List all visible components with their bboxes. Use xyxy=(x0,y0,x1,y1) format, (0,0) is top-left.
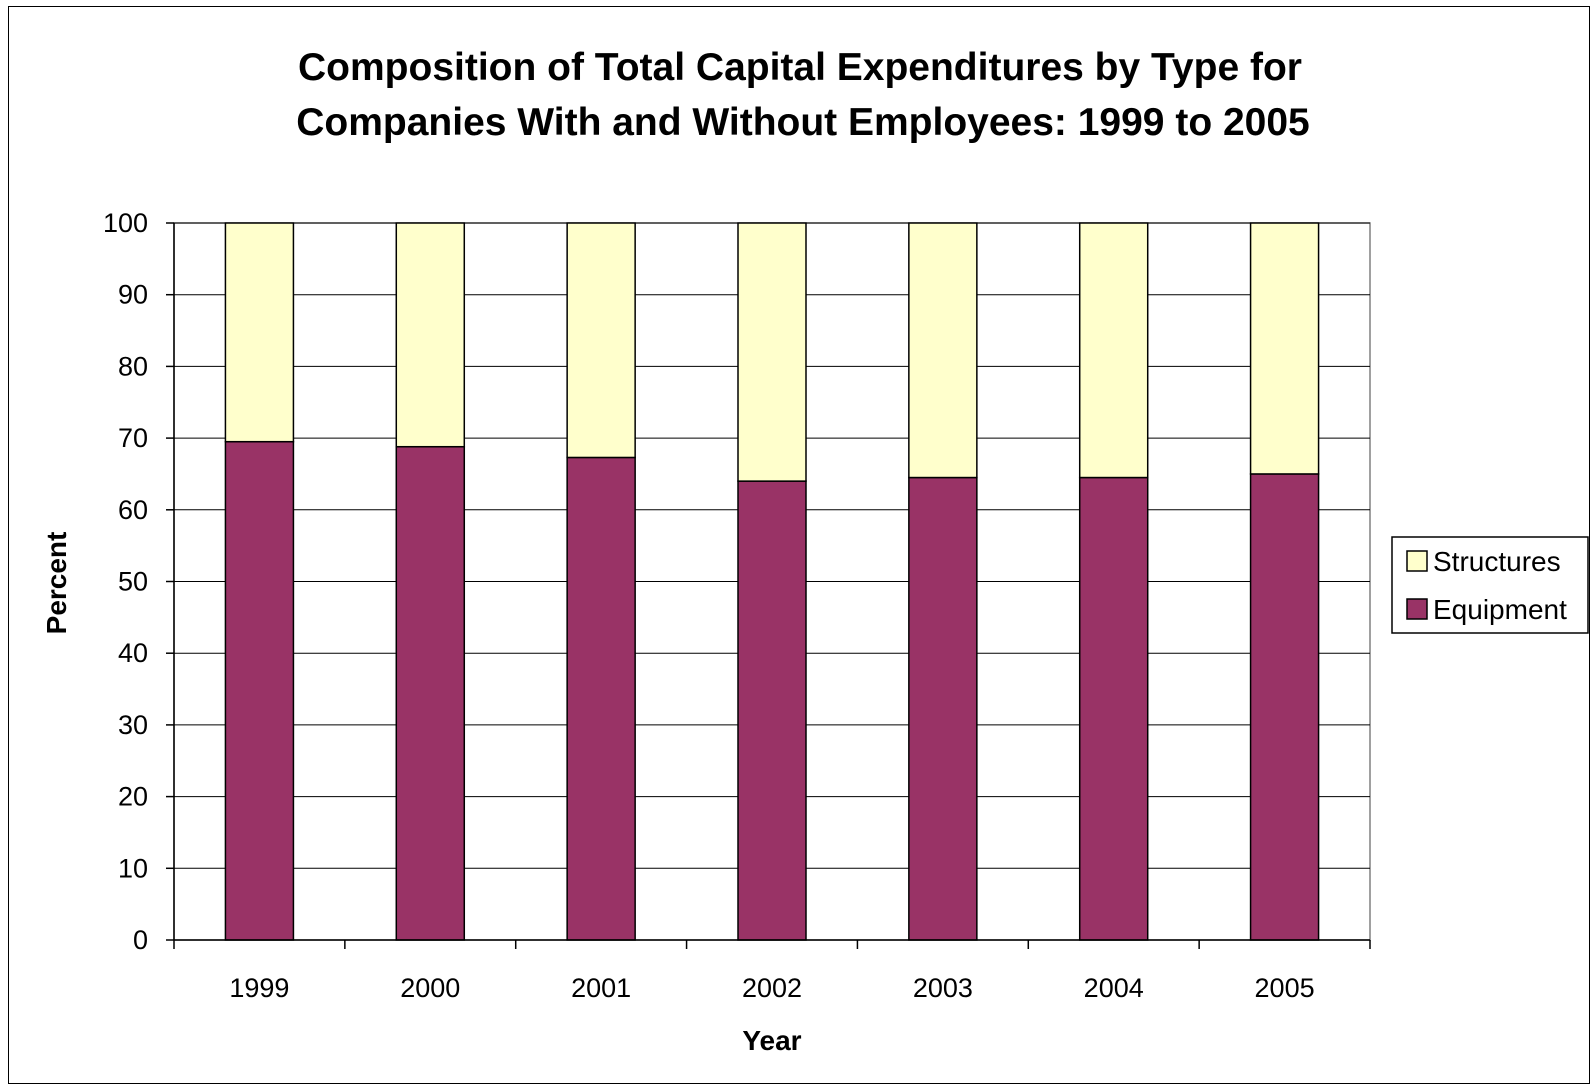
bar-equipment-2004 xyxy=(1078,476,1149,941)
y-tick-label-10: 10 xyxy=(118,853,148,883)
x-tick-label-1999: 1999 xyxy=(229,973,289,1003)
y-tick-label-90: 90 xyxy=(118,280,148,310)
x-axis-title: Year xyxy=(742,1025,801,1056)
legend-swatch-structures xyxy=(1406,550,1428,572)
x-tick-labels: 1999 2000 2001 2002 2003 2004 2005 xyxy=(229,973,1314,1003)
bar-structures-2004 xyxy=(1078,222,1149,479)
legend-swatch-equipment xyxy=(1406,598,1428,620)
legend-label-structures: Structures xyxy=(1433,546,1561,577)
chart-title: Composition of Total Capital Expenditure… xyxy=(296,46,1310,144)
bar-equipment-2000 xyxy=(395,445,466,941)
x-tick-label-2004: 2004 xyxy=(1084,973,1144,1003)
y-tick-label-60: 60 xyxy=(118,495,148,525)
x-tick-label-2000: 2000 xyxy=(400,973,460,1003)
bar-equipment-2002 xyxy=(737,480,807,941)
y-tick-label-20: 20 xyxy=(118,782,148,812)
bar-structures-2003 xyxy=(908,222,978,479)
x-tick-label-2001: 2001 xyxy=(571,973,631,1003)
y-tick-label-80: 80 xyxy=(118,351,148,381)
bar-equipment-1999 xyxy=(224,440,295,941)
y-tick-label-70: 70 xyxy=(118,423,148,453)
bar-structures-2005 xyxy=(1249,222,1320,475)
chart-title-line-1: Composition of Total Capital Expenditure… xyxy=(298,46,1302,89)
bar-equipment-2001 xyxy=(566,456,636,941)
y-tick-label-100: 100 xyxy=(103,208,148,238)
x-tick-label-2002: 2002 xyxy=(742,973,802,1003)
x-tick-label-2005: 2005 xyxy=(1255,973,1315,1003)
bar-structures-2002 xyxy=(737,222,807,482)
y-tick-label-50: 50 xyxy=(118,567,148,597)
chart-title-line-2: Companies With and Without Employees: 19… xyxy=(296,101,1310,144)
bar-equipment-2005 xyxy=(1249,473,1320,941)
y-tick-label-40: 40 xyxy=(118,638,148,668)
legend-label-equipment: Equipment xyxy=(1433,594,1567,625)
axes xyxy=(166,222,1371,949)
bar-structures-2000 xyxy=(395,222,466,448)
x-tick-label-2003: 2003 xyxy=(913,973,973,1003)
y-tick-label-0: 0 xyxy=(133,925,148,955)
bar-structures-1999 xyxy=(224,222,295,443)
y-axis-title: Percent xyxy=(41,532,72,635)
bar-equipment-2003 xyxy=(908,476,978,941)
y-tick-label-30: 30 xyxy=(118,710,148,740)
legend: Structures Equipment xyxy=(1391,536,1589,634)
y-tick-labels: 0 10 20 30 40 50 60 70 80 90 100 xyxy=(103,208,148,955)
bar-structures-2001 xyxy=(566,222,636,459)
